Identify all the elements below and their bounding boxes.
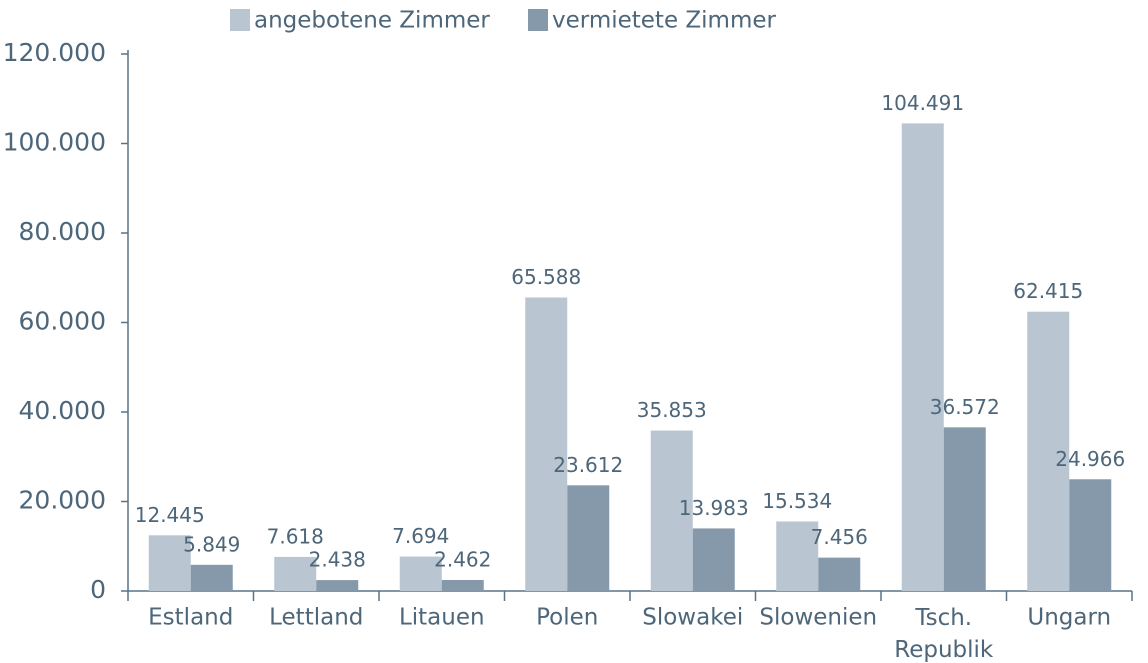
data-label: 24.966 — [1055, 447, 1125, 471]
data-label: 5.849 — [183, 532, 240, 556]
data-label: 2.462 — [434, 547, 491, 571]
x-tick-label: Polen — [536, 605, 598, 631]
bar — [1069, 479, 1112, 591]
data-label: 7.618 — [267, 524, 324, 548]
x-tick-label: Ungarn — [1027, 605, 1111, 631]
y-tick-label: 100.000 — [3, 128, 106, 157]
legend-swatch — [528, 9, 548, 31]
x-tick-label: Lettland — [269, 605, 363, 631]
y-tick-label: 120.000 — [3, 38, 106, 67]
legend-swatch — [230, 9, 250, 31]
data-label: 23.612 — [553, 453, 623, 477]
x-tick-label: Tsch. Republik — [894, 605, 994, 663]
bar — [943, 427, 986, 591]
bar — [274, 556, 317, 591]
bar — [441, 579, 484, 591]
bar — [901, 123, 944, 592]
y-tick-label: 0 — [90, 575, 106, 604]
data-label: 65.588 — [511, 265, 581, 289]
bar — [399, 556, 442, 591]
bar — [567, 485, 610, 591]
bar — [692, 528, 735, 591]
y-tick-label: 20.000 — [19, 486, 106, 515]
bar — [190, 564, 233, 591]
data-label: 12.445 — [135, 503, 205, 527]
bar — [316, 580, 359, 591]
data-label: 7.456 — [811, 525, 868, 549]
bar — [776, 521, 819, 591]
x-tick-label: Estland — [148, 605, 233, 631]
data-label: 13.983 — [679, 496, 749, 520]
bar — [650, 430, 693, 591]
data-label: 35.853 — [637, 398, 707, 422]
data-label: 36.572 — [930, 395, 1000, 419]
bar — [148, 535, 191, 591]
legend-label: vermietete Zimmer — [552, 8, 777, 34]
data-label: 7.694 — [392, 524, 449, 548]
bar — [1027, 311, 1070, 591]
data-label: 15.534 — [762, 489, 832, 513]
x-tick-label: Slowenien — [759, 605, 877, 631]
data-label: 2.438 — [309, 548, 366, 572]
data-label: 62.415 — [1013, 279, 1083, 303]
y-tick-label: 60.000 — [19, 307, 106, 336]
bar — [818, 557, 861, 591]
legend-label: angebotene Zimmer — [254, 8, 490, 34]
data-label: 104.491 — [881, 91, 964, 115]
x-tick-label: Slowakei — [642, 605, 743, 631]
x-tick-label: Litauen — [399, 605, 485, 631]
y-tick-label: 80.000 — [19, 217, 106, 246]
y-tick-label: 40.000 — [19, 396, 106, 425]
bar — [525, 297, 568, 591]
